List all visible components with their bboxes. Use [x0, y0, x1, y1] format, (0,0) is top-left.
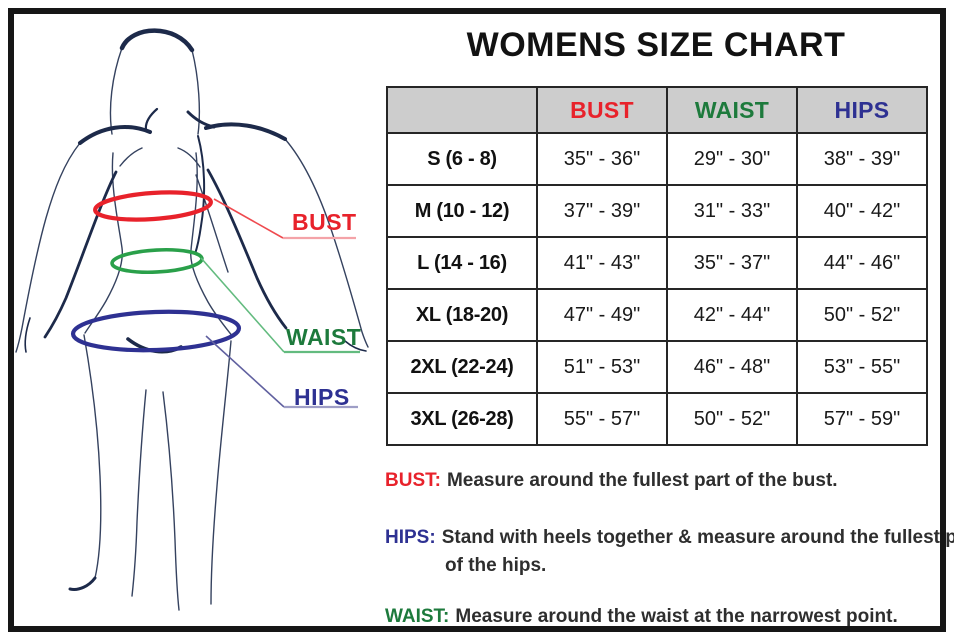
bust-value: 55" - 57": [536, 392, 668, 446]
bust-value: 37" - 39": [536, 184, 668, 238]
waist-note: WAIST: Measure around the waist at the na…: [385, 603, 954, 631]
hips-note-text: Stand with heels together & measure arou…: [441, 527, 954, 576]
table-row: S (6 - 8) 35" - 36" 29" - 30" 38" - 39": [386, 132, 928, 186]
waist-value: 31" - 33": [666, 184, 798, 238]
bust-leader-line: [213, 198, 284, 239]
bust-band: [93, 190, 213, 222]
size-label: XL (18-20): [386, 288, 538, 342]
body-outline-thin: [15, 47, 369, 611]
size-label: 2XL (22-24): [386, 340, 538, 394]
page-title: WOMENS SIZE CHART: [466, 26, 846, 64]
hips-value: 38" - 39": [796, 132, 928, 186]
hips-leader-line: [205, 335, 285, 408]
table-row: XL (18-20) 47" - 49" 42" - 44" 50" - 52": [386, 288, 928, 342]
body-outline-thick: [24, 28, 367, 591]
hips-value: 40" - 42": [796, 184, 928, 238]
bust-figure-label: BUST: [292, 209, 357, 235]
waist-value: 42" - 44": [666, 288, 798, 342]
hips-band: [70, 309, 242, 353]
waist-value: 35" - 37": [666, 236, 798, 290]
waist-leader-line: [200, 257, 285, 353]
hips-figure-label: HIPS: [294, 384, 350, 410]
leader-lines: [200, 198, 360, 409]
waist-value: 50" - 52": [666, 392, 798, 446]
hips-value: 57" - 59": [796, 392, 928, 446]
hips-value: 53" - 55": [796, 340, 928, 394]
waist-value: 29" - 30": [666, 132, 798, 186]
waist-note-label: WAIST:: [385, 606, 450, 627]
hips-note: HIPS: Stand with heels together & measure…: [385, 524, 954, 579]
table-row: 2XL (22-24) 51" - 53" 46" - 48" 53" - 55…: [386, 340, 928, 394]
table-row: 3XL (26-28) 55" - 57" 50" - 52" 57" - 59…: [386, 392, 928, 446]
size-label: L (14 - 16): [386, 236, 538, 290]
table-row: L (14 - 16) 41" - 43" 35" - 37" 44" - 46…: [386, 236, 928, 290]
waist-figure-label: WAIST: [286, 324, 362, 350]
size-label: S (6 - 8): [386, 132, 538, 186]
header-size-blank: [386, 86, 538, 134]
bust-note-text: Measure around the fullest part of the b…: [446, 470, 838, 491]
hips-note-label: HIPS:: [385, 527, 436, 548]
table-row: M (10 - 12) 37" - 39" 31" - 33" 40" - 42…: [386, 184, 928, 238]
woman-outline-drawing: [15, 28, 369, 611]
hips-value: 44" - 46": [796, 236, 928, 290]
waist-value: 46" - 48": [666, 340, 798, 394]
header-hips: HIPS: [796, 86, 928, 134]
table-header-row: BUST WAIST HIPS: [386, 86, 928, 134]
figure-illustration: BUST WAIST HIPS: [0, 0, 380, 640]
bust-value: 51" - 53": [536, 340, 668, 394]
size-table: BUST WAIST HIPS S (6 - 8) 35" - 36" 29" …: [386, 86, 928, 446]
size-label: M (10 - 12): [386, 184, 538, 238]
bust-value: 47" - 49": [536, 288, 668, 342]
bust-note-label: BUST:: [385, 470, 441, 491]
bust-value: 41" - 43": [536, 236, 668, 290]
header-bust: BUST: [536, 86, 668, 134]
bust-note: BUST: Measure around the fullest part of …: [385, 467, 954, 495]
bust-value: 35" - 36": [536, 132, 668, 186]
waist-band: [110, 247, 204, 275]
header-waist: WAIST: [666, 86, 798, 134]
hips-value: 50" - 52": [796, 288, 928, 342]
waist-note-text: Measure around the waist at the narrowes…: [455, 606, 898, 627]
size-label: 3XL (26-28): [386, 392, 538, 446]
